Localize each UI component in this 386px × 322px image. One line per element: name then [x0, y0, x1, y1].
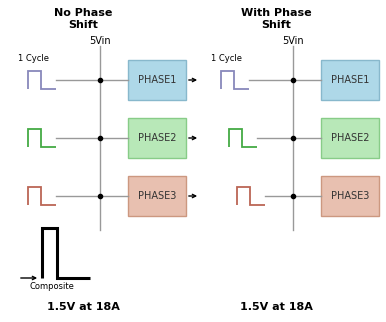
Text: 1 Cycle: 1 Cycle: [211, 53, 242, 62]
Text: PHASE3: PHASE3: [331, 191, 369, 201]
Text: PHASE2: PHASE2: [331, 133, 369, 143]
Text: 1 Cycle: 1 Cycle: [18, 53, 49, 62]
Bar: [321, 176, 379, 216]
Bar: [128, 60, 186, 100]
Text: PHASE2: PHASE2: [138, 133, 176, 143]
Bar: [128, 176, 186, 216]
Bar: [321, 60, 379, 100]
Bar: [128, 118, 186, 158]
Text: PHASE3: PHASE3: [138, 191, 176, 201]
Text: Composite: Composite: [30, 282, 74, 291]
Text: 1.5V at 18A: 1.5V at 18A: [240, 302, 312, 312]
Bar: [321, 118, 379, 158]
Text: PHASE1: PHASE1: [331, 75, 369, 85]
Text: 5Vin: 5Vin: [89, 36, 111, 46]
Text: 1.5V at 18A: 1.5V at 18A: [47, 302, 119, 312]
Text: PHASE1: PHASE1: [138, 75, 176, 85]
Text: 5Vin: 5Vin: [282, 36, 304, 46]
Text: No Phase
Shift: No Phase Shift: [54, 8, 112, 30]
Text: With Phase
Shift: With Phase Shift: [241, 8, 312, 30]
